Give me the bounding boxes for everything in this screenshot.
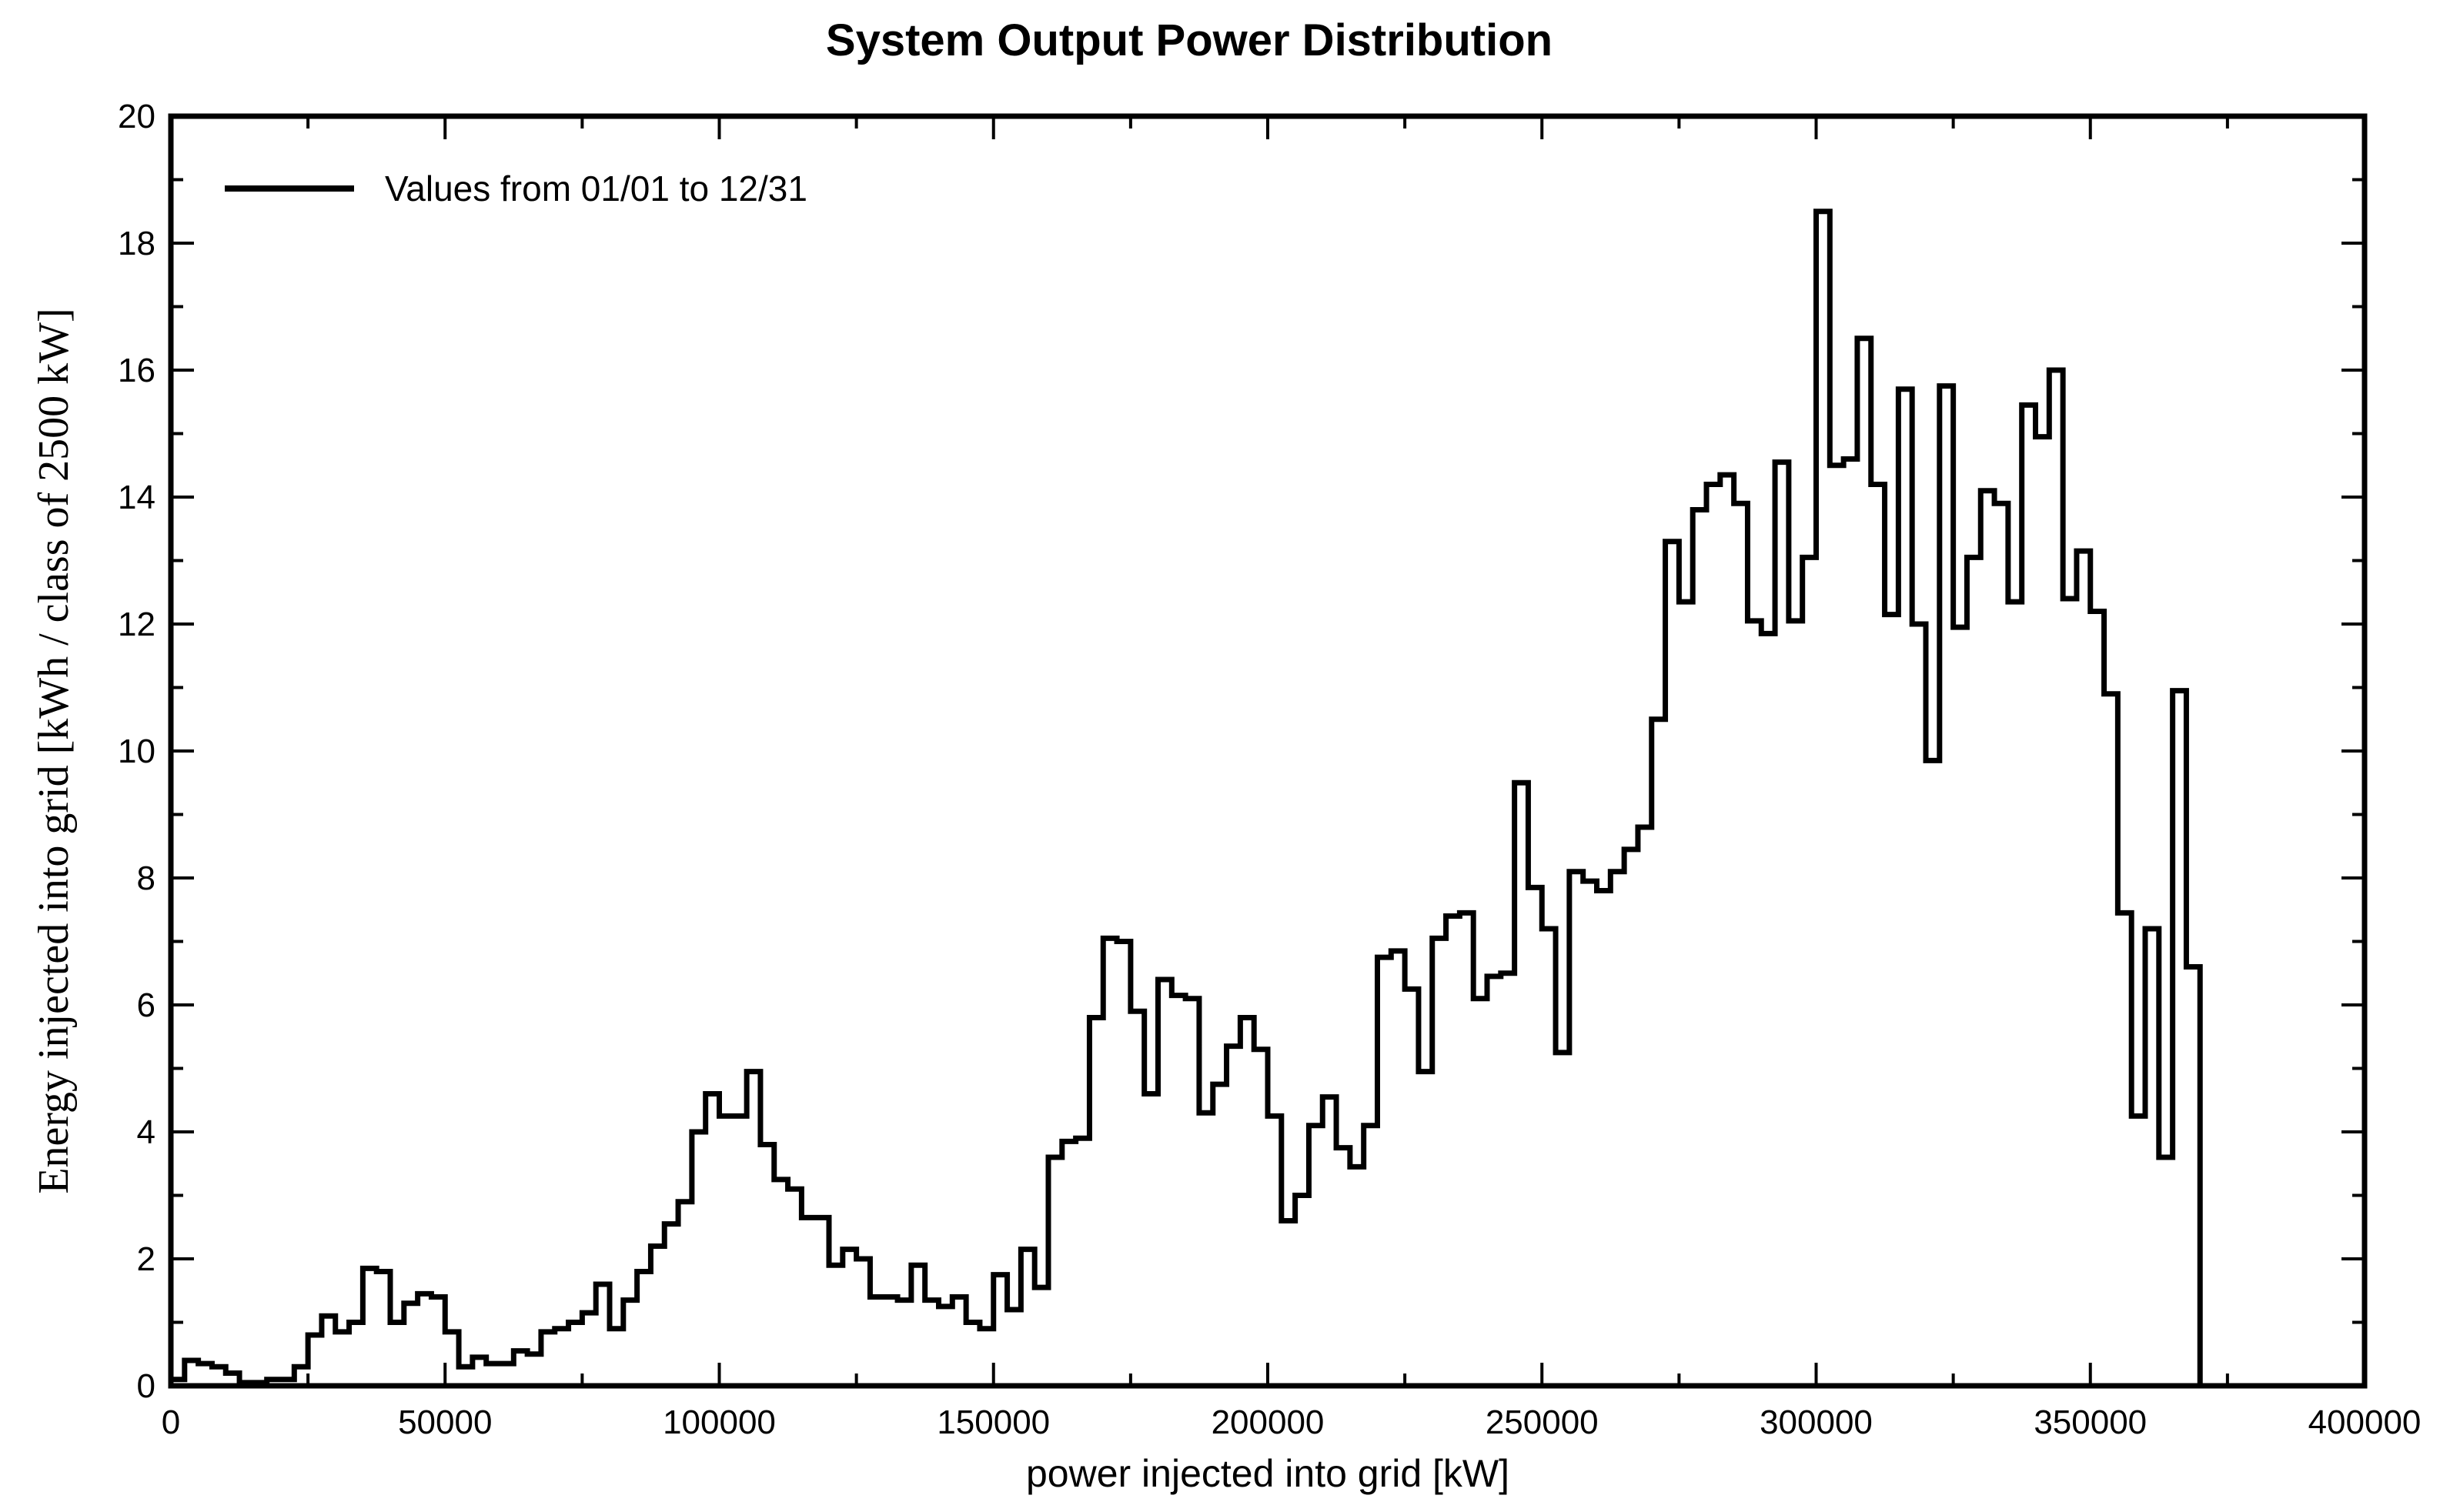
y-tick-label: 4	[137, 1113, 155, 1151]
x-tick-label: 0	[162, 1404, 180, 1441]
y-tick-label: 16	[118, 352, 155, 389]
x-tick-label: 150000	[937, 1404, 1050, 1441]
series-line	[168, 209, 2214, 1389]
x-tick-label: 350000	[2034, 1404, 2147, 1441]
y-tick-label: 6	[137, 986, 155, 1024]
chart-title: System Output Power Distribution	[826, 15, 1553, 65]
y-tick-label: 14	[118, 479, 155, 516]
plot-frame	[168, 113, 2368, 1389]
series-layer	[168, 209, 2214, 1389]
y-axis-label: Energy injected into grid [kWh / class o…	[30, 308, 78, 1193]
y-tick-label: 8	[137, 859, 155, 897]
y-tick-label: 18	[118, 225, 155, 262]
legend: Values from 01/01 to 12/31	[225, 169, 807, 209]
x-tick-label: 100000	[663, 1404, 776, 1441]
y-tick-label: 2	[137, 1240, 155, 1278]
y-tick-label: 20	[118, 98, 155, 135]
x-tick-label: 250000	[1486, 1404, 1599, 1441]
y-tick-label: 12	[118, 606, 155, 643]
x-axis-label: power injected into grid [kW]	[1026, 1452, 1509, 1495]
legend-label: Values from 01/01 to 12/31	[385, 169, 807, 209]
x-tick-label: 50000	[398, 1404, 492, 1441]
x-tick-label: 400000	[2308, 1404, 2422, 1441]
x-tick-label: 300000	[1760, 1404, 1873, 1441]
ticks-layer: 0 50000 100000 150000 200000 250000 300000 3500…	[118, 98, 2421, 1441]
y-tick-label: 10	[118, 733, 155, 770]
y-tick-label: 0	[137, 1367, 155, 1405]
x-tick-label: 200000	[1212, 1404, 1325, 1441]
